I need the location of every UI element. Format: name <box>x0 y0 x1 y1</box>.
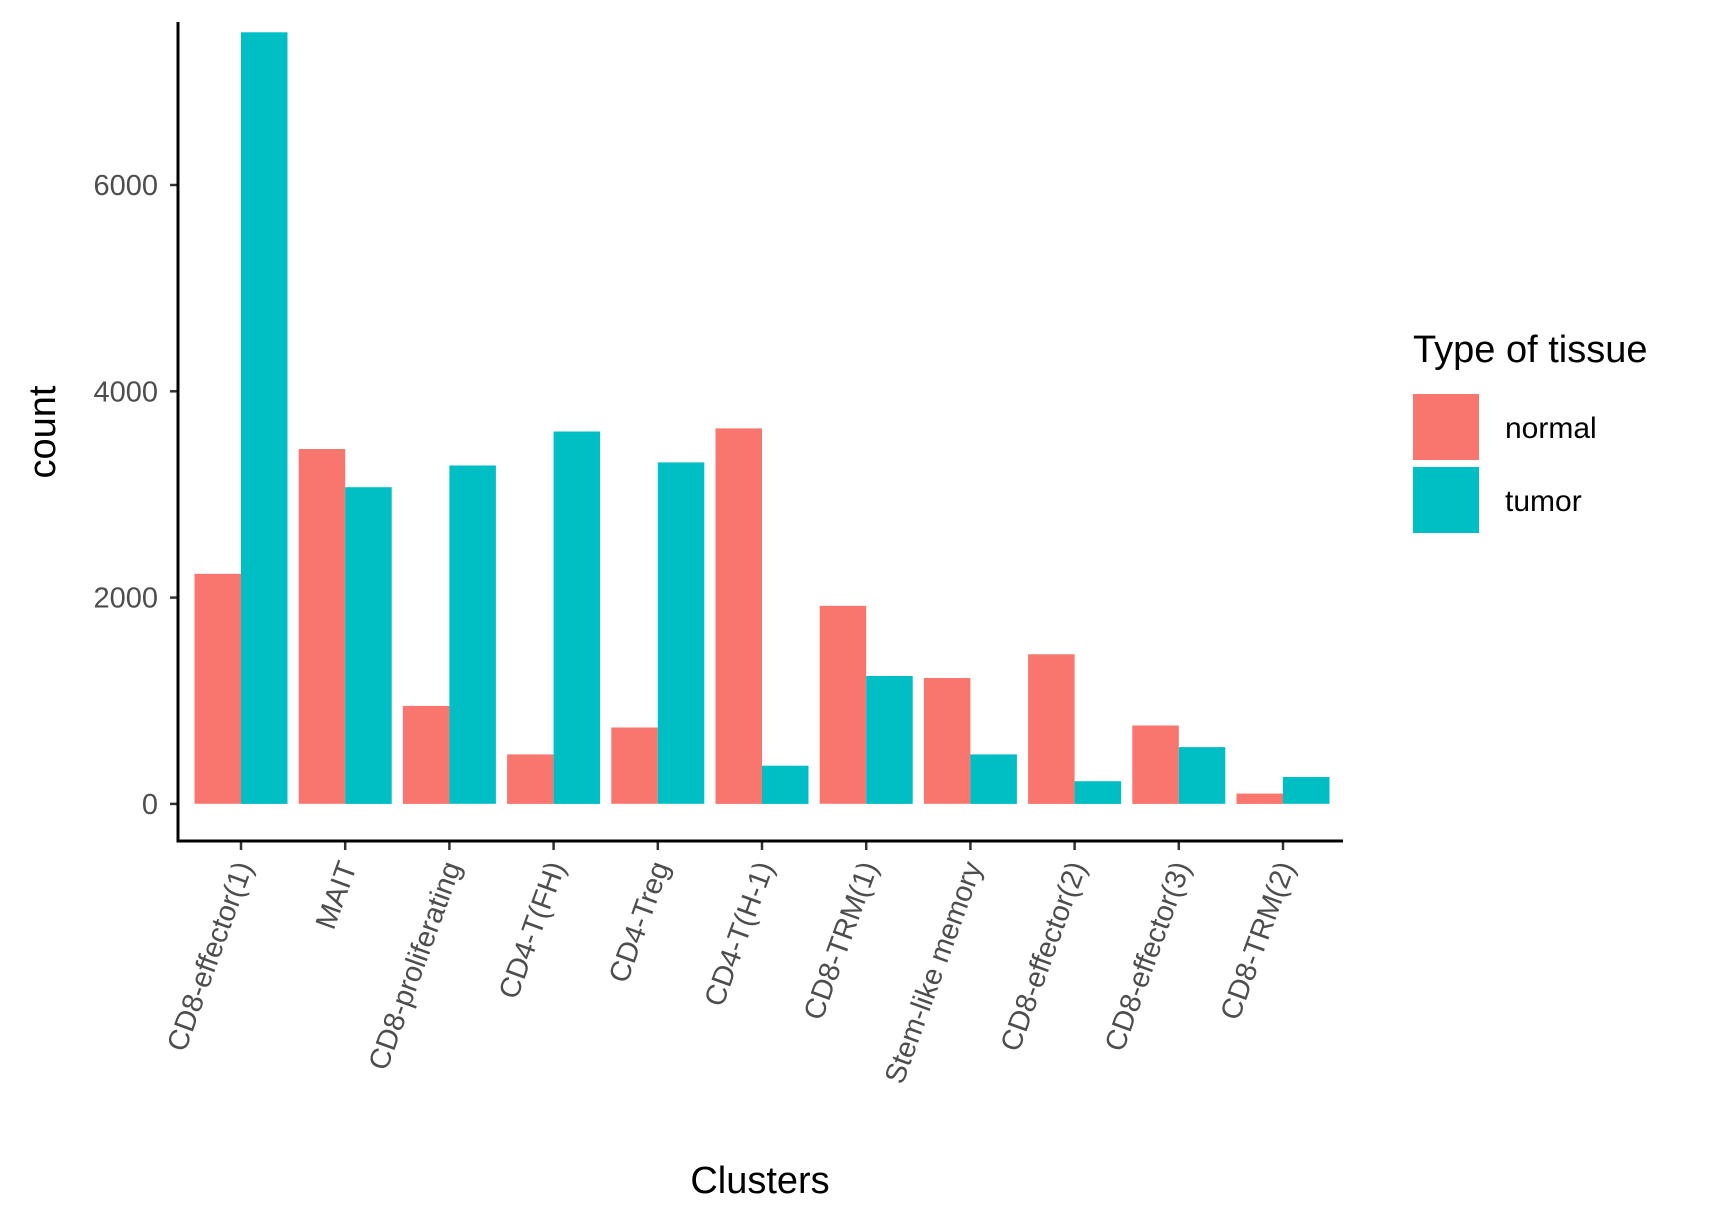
x-tick-label-stem-like-memory: Stem-like memory <box>879 857 989 1088</box>
bar-cd4-t-h-1-tumor <box>762 765 809 804</box>
y-tick-label: 2000 <box>93 583 158 615</box>
y-tick-label: 0 <box>142 789 158 821</box>
bar-cd8-effector-2-tumor <box>1074 781 1122 804</box>
legend-title: Type of tissue <box>1413 329 1647 371</box>
legend-key-tumor <box>1413 467 1479 533</box>
bar-cd4-t-h-1-normal <box>715 428 762 804</box>
legend-label-normal: normal <box>1505 412 1597 445</box>
bar-stem-like-memory-tumor <box>970 754 1017 804</box>
bars-layer <box>194 32 1330 804</box>
bar-cd8-effector-1-tumor <box>241 32 288 804</box>
bar-cd8-proliferating-tumor <box>449 465 496 804</box>
legend: Type of tissue normal tumor <box>1413 329 1647 533</box>
y-tick-label: 6000 <box>93 170 158 202</box>
bar-cd8-trm-2-tumor <box>1283 777 1330 804</box>
y-tick-label: 4000 <box>93 376 158 408</box>
legend-key-normal <box>1413 394 1479 460</box>
bar-cd8-effector-3-normal <box>1132 725 1179 804</box>
x-tick-label-cd4-treg: CD4-Treg <box>603 857 676 987</box>
bar-cd8-trm-1-tumor <box>866 676 913 804</box>
bar-cd8-effector-2-normal <box>1028 654 1075 804</box>
x-tick-label-cd8-trm-1: CD8-TRM(1) <box>798 857 885 1024</box>
y-axis-title: count <box>22 385 64 478</box>
x-axis-title: Clusters <box>690 1160 829 1202</box>
x-tick-label-cd4-t-fh: CD4-T(FH) <box>493 857 572 1003</box>
bar-cd8-effector-1-normal <box>194 573 241 804</box>
x-axis-ticks: CD8-effector(1) MAIT CD8-proliferating CD4-… <box>161 841 1302 1088</box>
legend-label-tumor: tumor <box>1505 485 1582 518</box>
bar-mait-normal <box>298 449 346 804</box>
bar-cd4-t-fh-normal <box>507 754 554 804</box>
bar-cd8-proliferating-normal <box>402 705 450 804</box>
x-tick-label-cd8-proliferating: CD8-proliferating <box>363 857 468 1074</box>
bar-stem-like-memory-normal <box>923 678 971 804</box>
bar-cd4-treg-normal <box>611 727 658 804</box>
bar-cd4-t-fh-tumor <box>553 431 601 804</box>
x-tick-label-cd8-trm-2: CD8-TRM(2) <box>1215 857 1302 1024</box>
x-tick-label-cd8-effector-2: CD8-effector(2) <box>995 857 1093 1055</box>
y-axis-ticks: 0 2000 4000 6000 <box>93 170 178 821</box>
bar-cd8-effector-3-tumor <box>1178 747 1226 804</box>
x-tick-label-cd4-t-h-1: CD4-T(H-1) <box>699 857 781 1010</box>
x-tick-label-cd8-effector-3: CD8-effector(3) <box>1099 857 1197 1055</box>
bar-mait-tumor <box>345 487 392 804</box>
x-tick-label-cd8-effector-1: CD8-effector(1) <box>161 857 259 1055</box>
x-tick-label-mait: MAIT <box>310 857 364 933</box>
bar-cd8-trm-2-normal <box>1236 793 1283 804</box>
bar-cd4-treg-tumor <box>657 462 705 804</box>
bar-cd8-trm-1-normal <box>819 605 867 804</box>
